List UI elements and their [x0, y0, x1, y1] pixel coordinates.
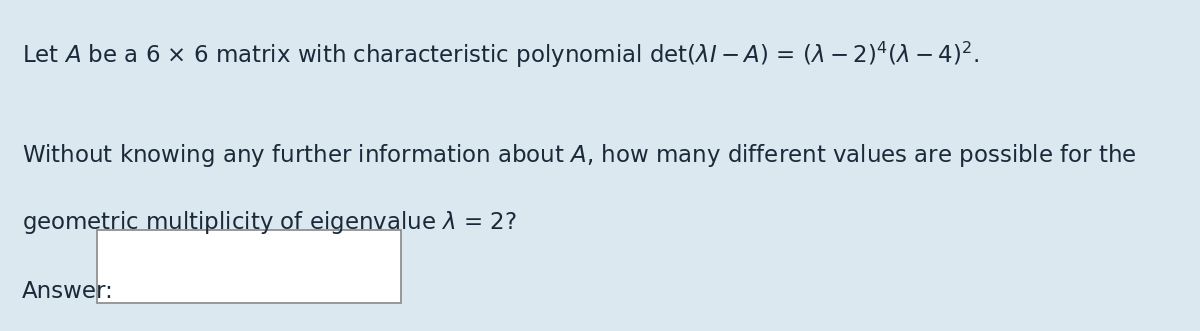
Text: Without knowing any further information about $\mathit{A}$, how many different v: Without knowing any further information …	[22, 142, 1136, 169]
Text: Answer:: Answer:	[22, 280, 114, 303]
Text: geometric multiplicity of eigenvalue $\lambda$ = 2?: geometric multiplicity of eigenvalue $\l…	[22, 209, 517, 236]
Bar	[97, 230, 401, 303]
Text: Let $\mathit{A}$ be a 6 × 6 matrix with characteristic polynomial det($\lambda \: Let $\mathit{A}$ be a 6 × 6 matrix with …	[22, 40, 979, 70]
